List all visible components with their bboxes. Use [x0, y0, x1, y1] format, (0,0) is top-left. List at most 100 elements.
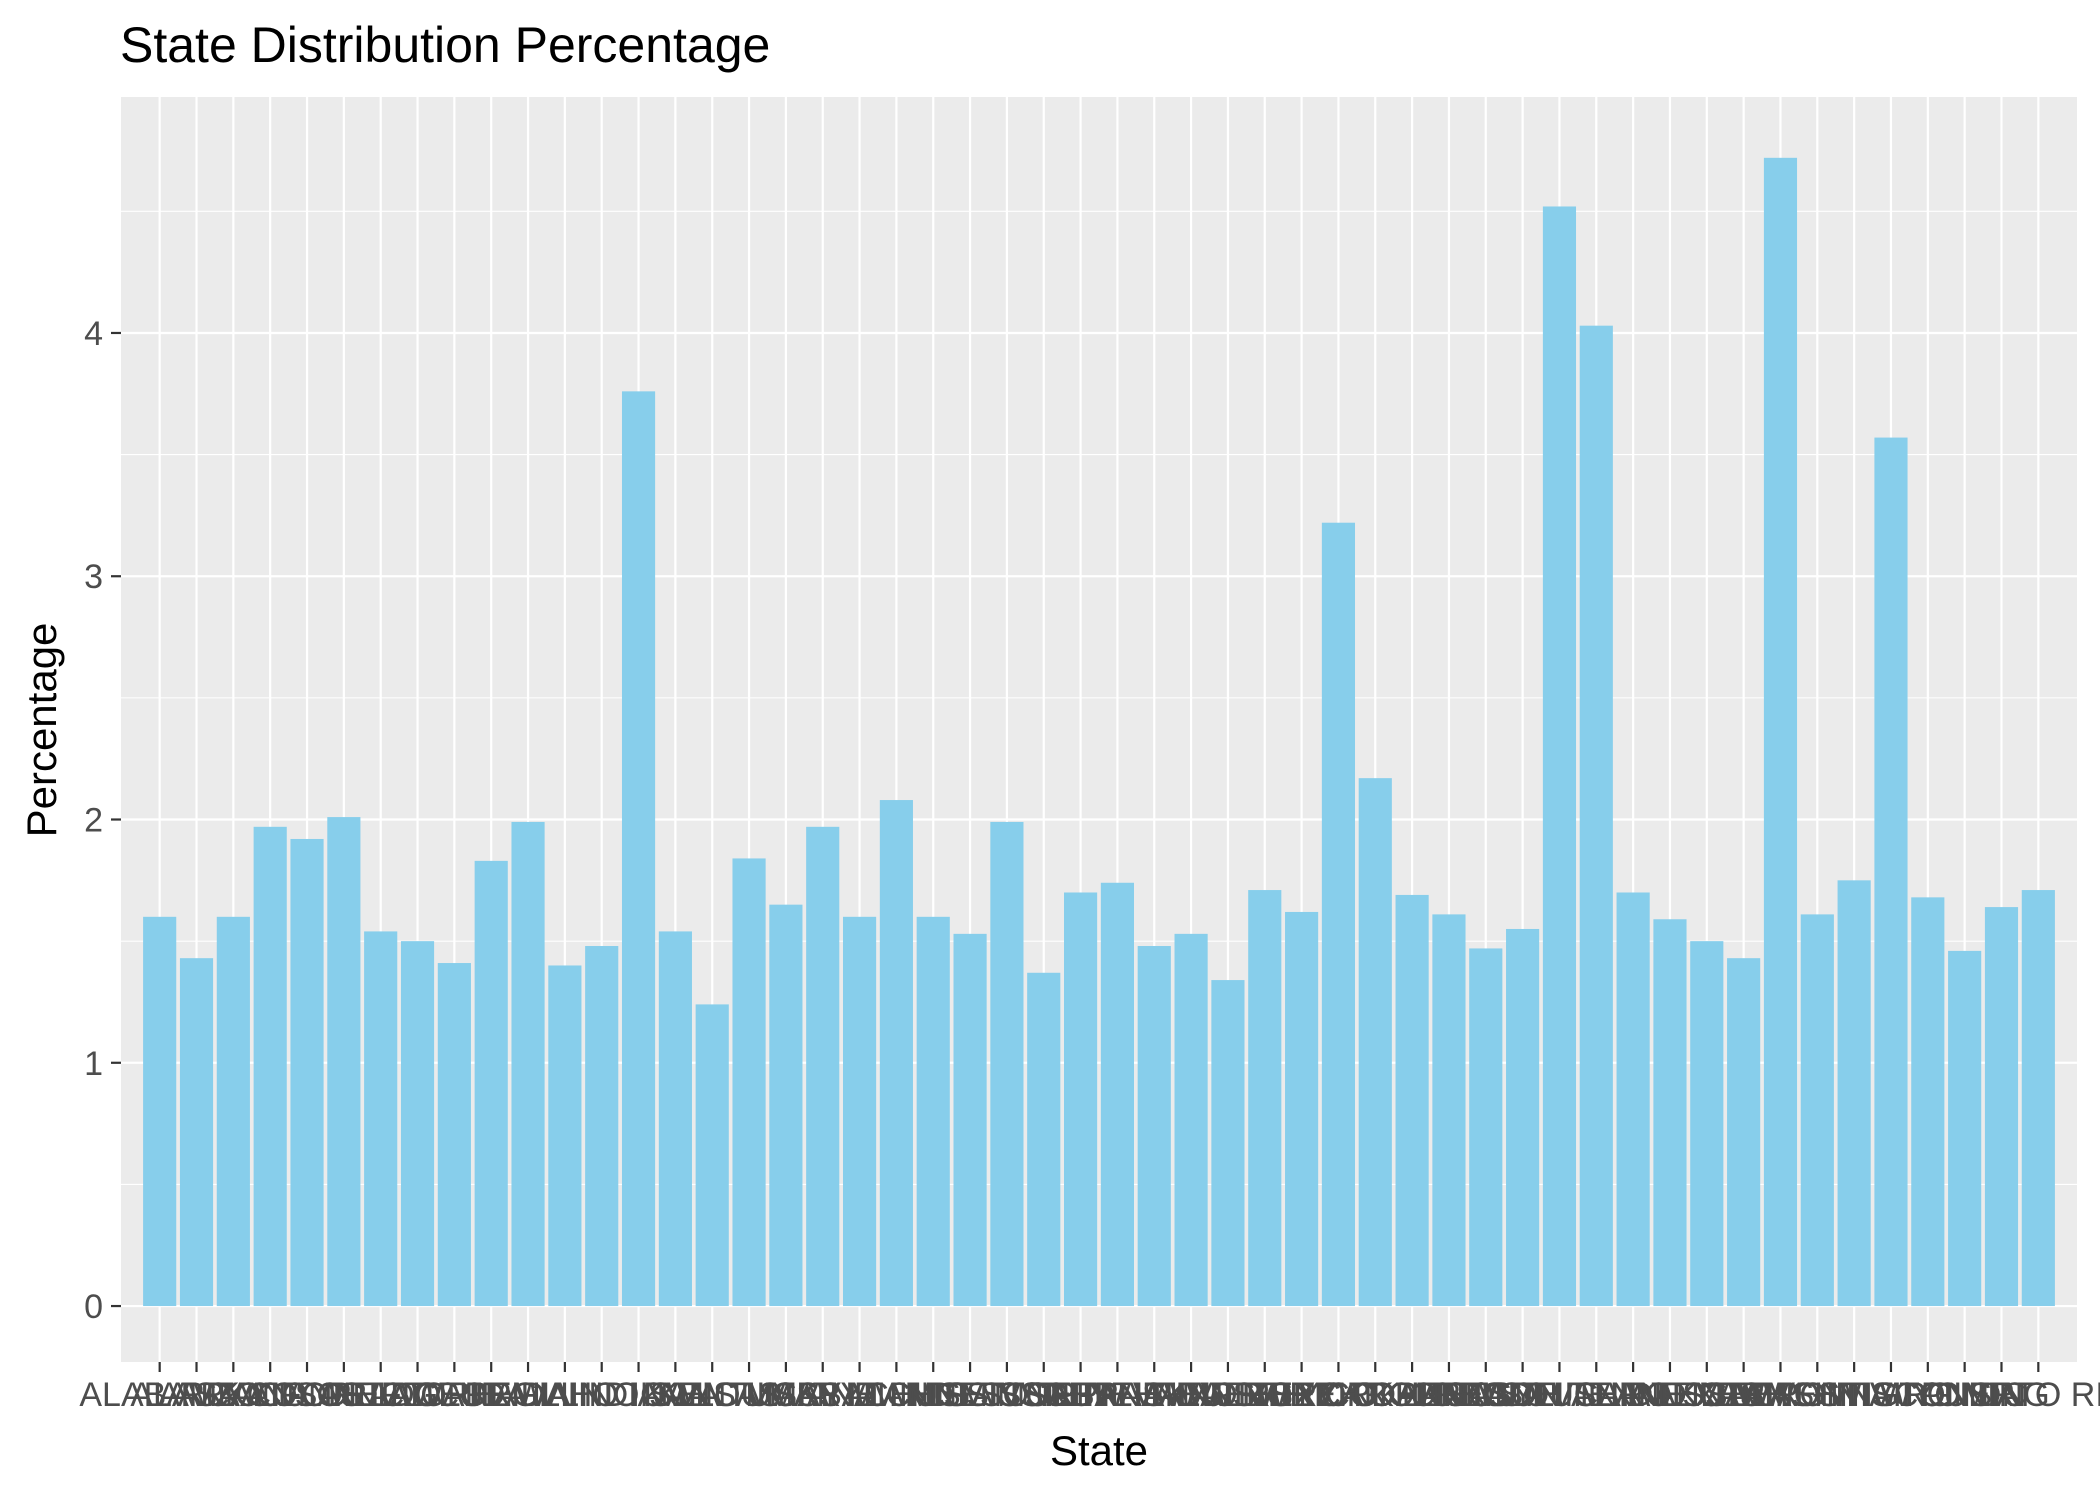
- bar-ga: [474, 860, 508, 1307]
- y-tick-label: 2: [84, 802, 103, 840]
- x-tick-label: ALABAMA: [79, 1376, 240, 1414]
- y-tick-label: 4: [84, 315, 103, 353]
- bar-al: [143, 916, 177, 1307]
- bar-wi: [1911, 897, 1945, 1307]
- bars: [143, 157, 2055, 1307]
- x-tick-label: TENNESSEE: [1567, 1376, 1773, 1414]
- bar-vt: [1763, 157, 1798, 1307]
- x-tick-label: TEXAS: [1651, 1376, 1762, 1414]
- x-tick-label: OKLAHOMA: [1353, 1376, 1546, 1414]
- bar-mt: [1064, 892, 1098, 1307]
- bar-fl: [437, 963, 471, 1307]
- bar-dc: [1984, 907, 2019, 1307]
- y-tick-label: 3: [84, 558, 103, 596]
- x-tick-label: CALIFORNIA: [205, 1376, 409, 1414]
- x-tick-label: MICHIGAN: [848, 1376, 1018, 1414]
- bar-nm: [1248, 890, 1282, 1307]
- x-tick-label: MASSACHUSETTS: [745, 1376, 1047, 1414]
- bar-nc: [1321, 522, 1356, 1307]
- x-tick-label: VIRGINIA: [1743, 1376, 1893, 1414]
- bar-ny: [1285, 911, 1319, 1307]
- bar-nh: [1174, 933, 1208, 1307]
- bar-nj: [1211, 980, 1245, 1307]
- x-tick-label: ARIZONA: [158, 1376, 309, 1414]
- x-tick-label: FLORIDA: [381, 1376, 529, 1414]
- bar-ak: [179, 958, 214, 1307]
- x-tick-label: WASHINGTON: [1738, 1376, 1970, 1414]
- bar-ms: [990, 821, 1024, 1307]
- y-axis: 0 1 2 3 4: [84, 315, 121, 1326]
- bar-ok: [1432, 914, 1466, 1307]
- bar-nv: [1137, 946, 1171, 1307]
- x-tick-label: WEST VIRGINIA: [1763, 1376, 2020, 1414]
- bar-de: [400, 941, 435, 1307]
- x-tick-label: SOUTH DAKOTA: [1500, 1376, 1766, 1414]
- bar-ks: [695, 1004, 729, 1307]
- x-tick-label: OHIO: [1369, 1376, 1456, 1414]
- bar-mn: [953, 933, 987, 1307]
- x-tick-label: KANSAS: [643, 1376, 781, 1414]
- bar-oh: [1395, 894, 1429, 1307]
- bar-wv: [1874, 437, 1908, 1307]
- bar-tx: [1690, 941, 1724, 1307]
- y-axis-title: Percentage: [18, 623, 65, 838]
- x-tick-label: PUERTO RICO: [1921, 1376, 2100, 1414]
- bar-md: [842, 916, 877, 1307]
- x-tick-label: LOUISIANA: [695, 1376, 877, 1414]
- x-tick-label: INDIANA: [570, 1376, 708, 1414]
- x-tick-label: WYOMING: [1880, 1376, 2050, 1414]
- bar-pr: [2021, 890, 2055, 1307]
- x-tick-label: COLORADO: [247, 1376, 442, 1414]
- x-tick-label: VERMONT: [1695, 1376, 1865, 1414]
- x-tick-label: RHODE ISLAND: [1432, 1376, 1687, 1414]
- x-tick-label: MISSISSIPPI: [906, 1376, 1108, 1414]
- bar-ct: [364, 931, 398, 1307]
- x-tick-label: UTAH: [1699, 1376, 1789, 1414]
- bar-wy: [1948, 950, 1982, 1307]
- x-tick-label: PENNSYLVANIA: [1395, 1376, 1651, 1414]
- x-tick-label: NORTH DAKOTA: [1242, 1376, 1509, 1414]
- bar-co: [327, 817, 361, 1307]
- bar-ne: [1100, 882, 1134, 1307]
- bar-az: [216, 916, 250, 1307]
- x-tick-label: ALASKA: [130, 1376, 263, 1414]
- bar-la: [769, 904, 803, 1307]
- x-tick-label: NEVADA: [1086, 1376, 1224, 1414]
- bar-pa: [1506, 928, 1540, 1307]
- x-tick-label: NEW JERSEY: [1117, 1376, 1338, 1414]
- x-axis-title: State: [1050, 1427, 1148, 1474]
- bar-hi: [511, 821, 545, 1307]
- x-tick-label: HAWAII: [469, 1376, 587, 1414]
- bar-me: [806, 826, 840, 1307]
- bar-sd: [1616, 892, 1650, 1307]
- x-tick-label: ARKANSAS: [178, 1376, 363, 1414]
- y-tick-label: 1: [84, 1045, 103, 1083]
- bar-ar: [253, 826, 287, 1307]
- x-tick-label: MONTANA: [997, 1376, 1165, 1414]
- bar-ut: [1727, 958, 1761, 1307]
- x-tick-label: NORTH CAROLINA: [1187, 1376, 1491, 1414]
- bar-sc: [1579, 325, 1613, 1307]
- x-tick-label: DELAWARE: [323, 1376, 511, 1414]
- x-tick-label: NEBRASKA: [1025, 1376, 1210, 1414]
- bar-ky: [732, 858, 766, 1307]
- bar-ia: [658, 931, 692, 1307]
- x-tick-label: MAINE: [769, 1376, 877, 1414]
- x-tick-label: WISCONSIN: [1830, 1376, 2026, 1414]
- bar-in: [621, 391, 656, 1307]
- x-tick-label: MINNESOTA: [870, 1376, 1070, 1414]
- x-tick-label: IDAHO: [511, 1376, 619, 1414]
- bar-or: [1469, 948, 1503, 1307]
- x-tick-label: IOWA: [631, 1376, 721, 1414]
- x-tick-label: GEORGIA: [412, 1376, 571, 1414]
- bar-wa: [1837, 880, 1871, 1307]
- bar-il: [585, 946, 619, 1307]
- x-tick-label: ILLINOIS: [532, 1376, 672, 1414]
- bar-mo: [1027, 972, 1061, 1307]
- x-tick-label: NEW YORK: [1209, 1376, 1394, 1414]
- x-tick-label: NEW MEXICO: [1153, 1376, 1376, 1414]
- bar-ri: [1542, 206, 1577, 1307]
- bar-tn: [1653, 919, 1687, 1307]
- x-tick-label: KENTUCKY: [656, 1376, 841, 1414]
